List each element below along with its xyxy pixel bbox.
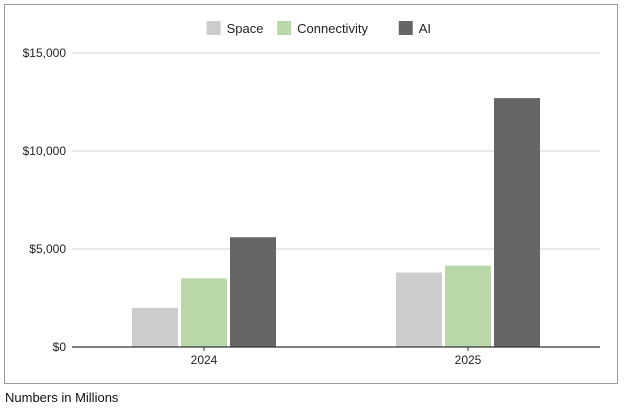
y-tick-label: $10,000 — [23, 144, 67, 158]
x-tick-label: 2025 — [455, 353, 482, 367]
legend-swatch — [277, 21, 292, 35]
footnote: Numbers in Millions — [5, 390, 119, 405]
bar-space-2025 — [396, 272, 442, 347]
x-tick-label: 2024 — [191, 353, 218, 367]
legend-label: Connectivity — [297, 21, 368, 36]
axes: $0 $5,000 $10,000 $15,000 2024 2025 — [23, 46, 600, 367]
y-tick-label: $15,000 — [23, 46, 67, 60]
legend-swatch — [206, 21, 221, 35]
bar-connectivity-2024 — [181, 278, 227, 347]
legend-label: Space — [227, 21, 264, 36]
bar-chart: $0 $5,000 $10,000 $15,000 2024 2025 Space Conn… — [23, 21, 600, 367]
y-tick-label: $5,000 — [29, 242, 66, 256]
bar-space-2024 — [132, 307, 178, 347]
bars — [132, 98, 540, 347]
bar-connectivity-2025 — [445, 265, 491, 347]
legend-swatch — [398, 21, 413, 35]
bar-ai-2024 — [230, 237, 276, 347]
legend-label: AI — [419, 21, 431, 36]
y-tick-label: $0 — [53, 340, 67, 354]
legend: Space Connectivity AI — [206, 21, 431, 36]
bar-ai-2025 — [494, 98, 540, 347]
